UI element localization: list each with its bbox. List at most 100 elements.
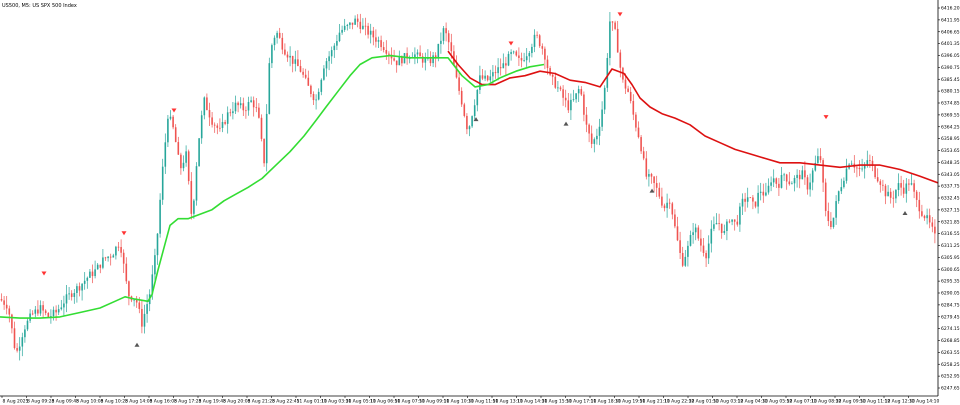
candle	[377, 36, 380, 49]
candle	[252, 96, 255, 117]
candle	[289, 46, 291, 67]
candle	[593, 137, 596, 153]
candle	[895, 188, 897, 204]
candle	[174, 124, 177, 143]
price-tick-label: 6295.35	[941, 279, 960, 285]
time-tick-label: 11 Aug 13:10	[493, 399, 523, 405]
candle	[302, 68, 304, 78]
candle	[349, 22, 351, 29]
candle	[185, 145, 187, 167]
candle	[234, 95, 237, 115]
candle	[533, 29, 536, 53]
candle	[375, 29, 377, 48]
candle	[89, 268, 91, 279]
candle	[739, 202, 741, 232]
candle	[887, 185, 889, 197]
candle	[125, 257, 128, 284]
time-tick-label: 8 Aug 10:25	[101, 399, 129, 405]
candle	[648, 169, 650, 187]
candle	[783, 172, 785, 182]
candle	[697, 225, 700, 241]
candle	[679, 231, 681, 260]
candle	[900, 175, 902, 196]
candle	[780, 166, 783, 189]
candle	[819, 148, 822, 163]
candle	[713, 216, 715, 232]
candle	[159, 193, 161, 238]
candle	[463, 102, 466, 118]
candle	[551, 73, 554, 86]
candle	[226, 106, 229, 134]
candle	[195, 162, 198, 206]
candle	[715, 213, 718, 225]
price-tick-label: 6343.05	[941, 172, 960, 178]
slow-ma-line	[447, 50, 939, 184]
candle	[250, 96, 252, 103]
candle	[286, 51, 289, 62]
candle	[741, 193, 744, 216]
candle	[575, 93, 577, 103]
candle	[351, 22, 354, 30]
candle	[832, 217, 835, 229]
candle	[921, 204, 923, 218]
candle	[562, 85, 564, 106]
candle	[822, 158, 824, 192]
candle	[63, 295, 65, 317]
candle	[892, 190, 895, 208]
candle	[801, 165, 804, 180]
price-tick-label: 6263.55	[941, 350, 960, 356]
candle	[518, 47, 520, 67]
candle	[788, 172, 791, 186]
candle	[60, 299, 63, 311]
candle	[897, 173, 900, 197]
candle	[910, 174, 913, 186]
candle	[169, 110, 172, 121]
candle	[616, 20, 619, 53]
candle	[481, 68, 484, 81]
time-tick-label: 12 Aug 07:10	[787, 399, 817, 405]
candle	[47, 312, 50, 318]
candle	[102, 248, 104, 270]
signal-arrow-down	[823, 115, 829, 120]
candle	[523, 52, 525, 63]
candle	[429, 51, 432, 67]
candle	[16, 343, 18, 353]
candle	[733, 219, 736, 231]
candle	[73, 289, 76, 304]
time-tick-label: 11 Aug 01:10	[297, 399, 327, 405]
candle	[585, 107, 588, 133]
candle	[817, 148, 819, 165]
candle	[637, 121, 640, 139]
price-tick-label: 6290.05	[941, 291, 960, 297]
candle	[328, 51, 330, 71]
candle	[497, 58, 499, 81]
candle	[567, 92, 570, 114]
candle	[752, 194, 754, 210]
candle	[466, 113, 468, 135]
candle	[520, 52, 523, 68]
candle	[260, 114, 263, 142]
signal-arrow-up	[649, 188, 655, 193]
candle	[666, 193, 668, 218]
candle	[798, 169, 801, 189]
candle	[923, 214, 926, 221]
candle	[918, 191, 921, 219]
candle	[239, 97, 242, 109]
candle	[65, 285, 68, 313]
candle	[416, 49, 419, 64]
price-tick-label: 6348.35	[941, 160, 960, 166]
candle	[772, 169, 775, 188]
candle	[778, 177, 780, 197]
candle	[13, 321, 16, 350]
signal-arrow-down	[617, 12, 623, 17]
candle	[744, 192, 746, 212]
candle	[484, 70, 486, 82]
candle	[661, 187, 663, 208]
candle	[403, 52, 406, 64]
candle	[835, 195, 837, 225]
candle	[700, 229, 702, 252]
candle	[180, 152, 182, 175]
candle	[723, 224, 726, 235]
price-tick-label: 6337.75	[941, 184, 960, 190]
